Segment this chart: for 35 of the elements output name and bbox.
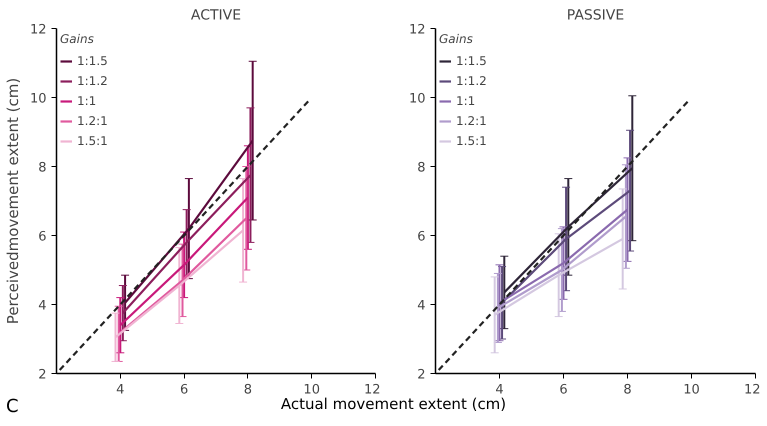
chart-title: PASSIVE bbox=[566, 8, 624, 24]
legend-label: 1.5:1 bbox=[77, 134, 108, 148]
legend-title: Gains bbox=[439, 32, 474, 46]
y-tick-label: 2 bbox=[417, 368, 426, 382]
legend-label: 1.2:1 bbox=[456, 114, 487, 128]
legend-label: 1:1 bbox=[77, 94, 97, 108]
legend-label: 1.2:1 bbox=[77, 114, 108, 128]
legend-label: 1:1 bbox=[456, 94, 476, 108]
legend-label: 1:1.5 bbox=[456, 54, 487, 68]
legend-label: 1.5:1 bbox=[456, 134, 487, 148]
y-tick-label: 12 bbox=[30, 22, 47, 38]
x-tick-label: 6 bbox=[559, 382, 568, 398]
x-tick-label: 10 bbox=[683, 382, 700, 398]
y-tick-label: 2 bbox=[38, 368, 47, 382]
text: C bbox=[6, 395, 19, 419]
y-tick-label: 10 bbox=[30, 92, 47, 106]
legend-label: 1:1.2 bbox=[77, 74, 108, 88]
y-tick-label: 4 bbox=[38, 298, 47, 314]
x-tick-label: 6 bbox=[180, 382, 188, 398]
y-tick-label: 6 bbox=[417, 230, 426, 244]
legend-label: 1:1.5 bbox=[77, 54, 108, 68]
x-tick-label: 8 bbox=[623, 382, 632, 398]
y-tick-label: 8 bbox=[417, 160, 426, 176]
y-tick-label: 4 bbox=[417, 298, 426, 314]
chart-title: ACTIVE bbox=[190, 8, 242, 24]
y-tick-label: 6 bbox=[38, 230, 47, 244]
y-tick-label: 8 bbox=[38, 160, 47, 176]
y-axis-title: Perceivedmovement extent (cm) bbox=[4, 78, 22, 324]
legend-label: 1:1.2 bbox=[456, 74, 487, 88]
x-tick-label: 8 bbox=[244, 382, 252, 398]
y-tick-label: 10 bbox=[408, 92, 426, 106]
x-tick-label: 4 bbox=[116, 382, 124, 398]
y-tick-label: 12 bbox=[408, 22, 426, 38]
legend-title: Gains bbox=[60, 32, 95, 46]
x-tick-label: 12 bbox=[744, 382, 761, 398]
